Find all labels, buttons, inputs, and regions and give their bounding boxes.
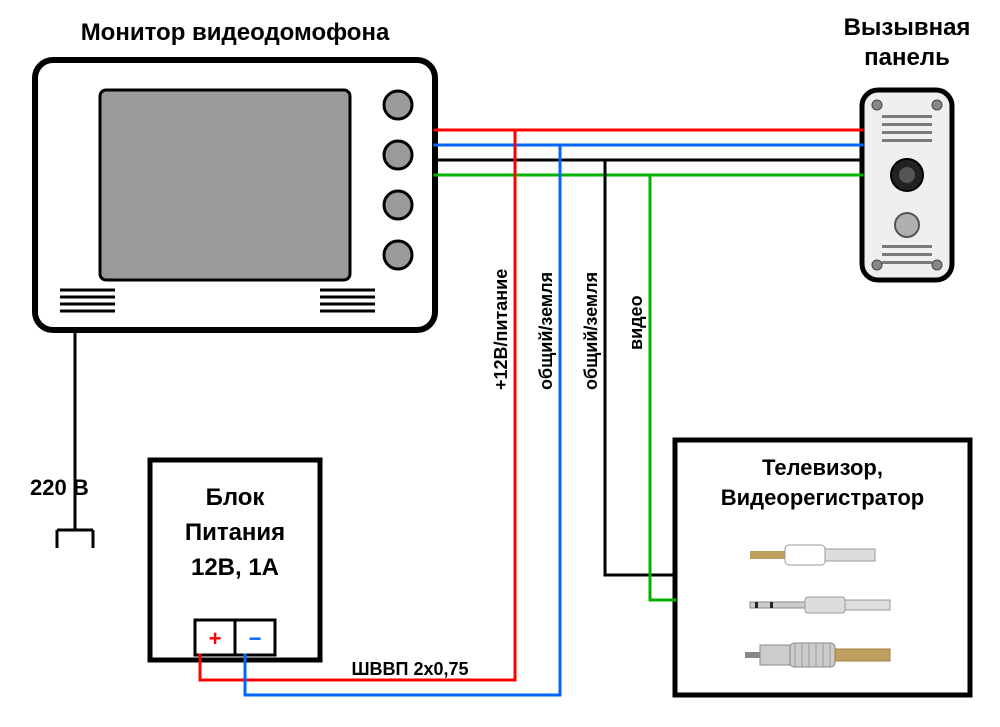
psu-plus: + xyxy=(209,626,222,651)
psu-label-1: Блок xyxy=(206,484,266,511)
call-button xyxy=(895,213,919,237)
cable-label: ШВВП 2х0,75 xyxy=(351,659,468,679)
psu-label-3: 12В, 1А xyxy=(191,554,279,581)
mains-label: 220 В xyxy=(30,475,89,500)
call-panel-label-2: панель xyxy=(864,44,950,71)
tv-label-1: Телевизор, xyxy=(762,455,883,480)
monitor: Монитор видеодомофона xyxy=(35,19,435,330)
psu: Блок Питания 12В, 1А + − xyxy=(150,460,320,660)
monitor-screen xyxy=(100,90,350,280)
psu-label-2: Питания xyxy=(185,519,285,546)
monitor-button-3 xyxy=(384,241,412,269)
monitor-button-1 xyxy=(384,141,412,169)
monitor-button-2 xyxy=(384,191,412,219)
call-panel: Вызывная панель xyxy=(844,14,971,280)
tv-label-2: Видеорегистратор xyxy=(721,485,924,510)
wire-label: общий/земля xyxy=(581,272,601,390)
monitor-label: Монитор видеодомофона xyxy=(81,19,390,46)
wire-label: +12В/питание xyxy=(491,269,511,390)
tv-dvr: Телевизор, Видеорегистратор xyxy=(675,440,970,695)
wire-label: общий/земля xyxy=(536,272,556,390)
wire-label: видео xyxy=(626,295,646,350)
psu-minus: − xyxy=(249,626,262,651)
monitor-button-0 xyxy=(384,91,412,119)
call-panel-label-1: Вызывная xyxy=(844,14,971,41)
